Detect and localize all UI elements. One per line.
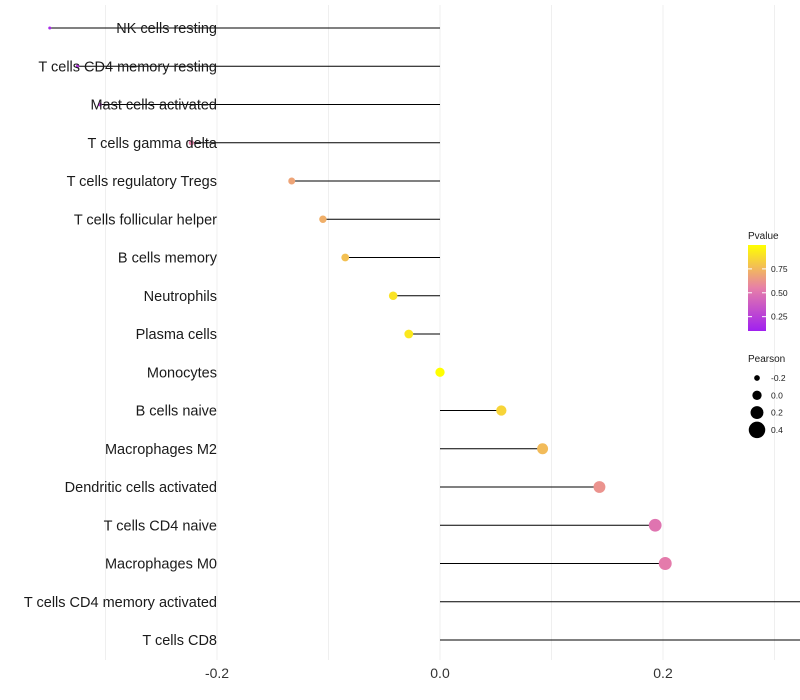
y-axis-label: Macrophages M0 <box>105 557 217 573</box>
y-axis-label: Dendritic cells activated <box>65 480 217 496</box>
y-axis-label: T cells follicular helper <box>74 212 217 228</box>
lollipop-point <box>98 102 102 107</box>
colorbar-label: 0.75 <box>771 264 788 274</box>
lollipop-point <box>496 405 507 416</box>
stem-layer <box>49 27 800 641</box>
lollipop-point <box>319 215 327 223</box>
y-axis-label: T cells CD4 memory activated <box>24 595 217 611</box>
pvalue-legend-title: Pvalue <box>748 231 779 242</box>
y-axis-label: Monocytes <box>147 365 217 381</box>
size-legend-label: 0.4 <box>771 425 783 435</box>
y-axis-label: T cells CD4 memory resting <box>38 59 217 75</box>
lollipop-point <box>537 443 549 455</box>
lollipop-point <box>341 253 350 262</box>
size-legend-label: -0.2 <box>771 373 786 383</box>
lollipop-point <box>48 26 52 30</box>
x-axis-ticks: -0.20.00.20.4 <box>205 665 673 681</box>
colorbar-label: 0.25 <box>771 312 788 322</box>
y-axis-label: T cells CD4 naive <box>104 518 217 534</box>
colorbar-label: 0.50 <box>771 288 788 298</box>
lollipop-point <box>593 481 606 493</box>
size-legend-label: 0.2 <box>771 408 783 418</box>
y-axis-label: T cells gamma delta <box>88 136 218 152</box>
y-axis-label: T cells regulatory Tregs <box>67 174 217 190</box>
size-legend-key <box>748 421 766 439</box>
pvalue-colorbar <box>748 245 766 331</box>
y-axis-label: Plasma cells <box>136 327 217 343</box>
lollipop-point <box>658 557 672 570</box>
x-tick-label: 0.2 <box>653 665 673 681</box>
lollipop-point <box>75 64 80 68</box>
size-legend-label: 0.0 <box>771 390 783 400</box>
lollipop-point <box>404 329 414 339</box>
y-axis-label: B cells memory <box>118 251 218 267</box>
size-legend-key <box>750 406 764 420</box>
lollipop-point <box>435 367 445 377</box>
size-legend-key <box>754 375 760 381</box>
point-layer <box>48 26 672 570</box>
x-tick-label: -0.2 <box>205 665 229 681</box>
x-tick-label: 0.0 <box>430 665 450 681</box>
y-axis-label: Mast cells activated <box>90 98 217 114</box>
pearson-legend: Pearson -0.2 0.0 0.2 0.4 <box>748 354 786 439</box>
y-axis-label: NK cells resting <box>116 21 217 37</box>
grid-layer <box>105 5 775 660</box>
pearson-legend-title: Pearson <box>748 354 785 365</box>
y-axis-label: T cells CD8 <box>142 633 217 649</box>
lollipop-point <box>288 177 296 185</box>
y-axis-label: Neutrophils <box>144 289 217 305</box>
size-legend-key <box>752 390 762 400</box>
y-axis-label: Macrophages M2 <box>105 442 217 458</box>
pvalue-legend: Pvalue 0.75 0.50 0.25 <box>748 231 788 331</box>
lollipop-point <box>388 291 398 301</box>
y-axis-labels: NK cells resting T cells CD4 memory resti… <box>24 21 218 649</box>
lollipop-point <box>648 518 662 532</box>
lollipop-point <box>188 140 194 146</box>
y-axis-label: B cells naive <box>136 404 217 420</box>
